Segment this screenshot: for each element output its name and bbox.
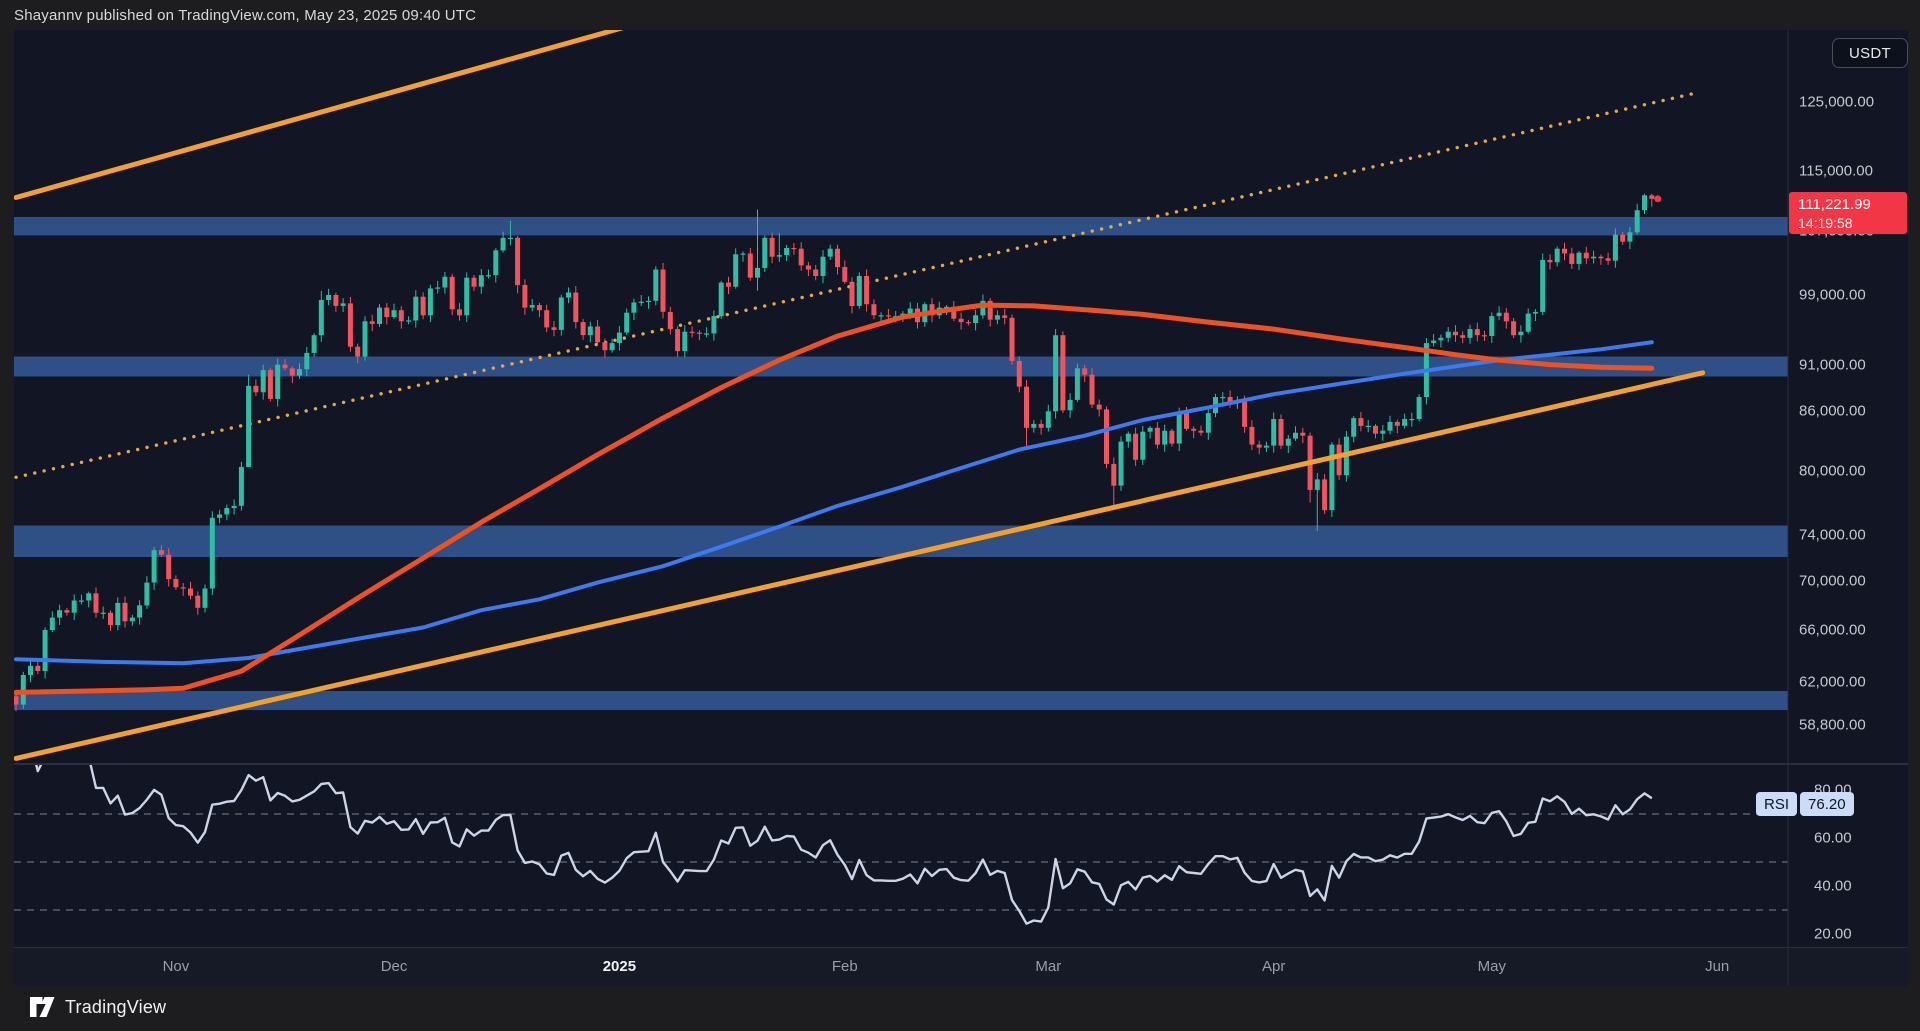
- time-axis-label: Apr: [1262, 958, 1286, 975]
- time-axis-label: Nov: [162, 958, 190, 975]
- price-axis-label: 80,000.00: [1799, 462, 1866, 480]
- chart-frame[interactable]: [14, 30, 1908, 985]
- rsi-label-group: RSI 76.20: [1756, 792, 1854, 816]
- time-axis-label: Dec: [380, 958, 408, 975]
- last-price-badge: 111,221.99 14:19:58: [1789, 192, 1907, 234]
- rsi-axis-label: 60.00: [1814, 829, 1852, 847]
- last-price-value: 111,221.99: [1798, 196, 1871, 213]
- price-axis-label: 99,000.00: [1799, 286, 1866, 304]
- tradingview-logo-text: TradingView: [65, 996, 167, 1017]
- price-axis-label: 74,000.00: [1799, 526, 1866, 544]
- price-axis-label: 115,000.00: [1799, 162, 1873, 180]
- time-axis-label: May: [1477, 958, 1506, 975]
- price-axis-label: 91,000.00: [1799, 356, 1866, 374]
- price-axis-label: 125,000.00: [1799, 93, 1875, 111]
- price-axis-label: 66,000.00: [1799, 621, 1866, 639]
- time-axis[interactable]: [14, 947, 1908, 986]
- tradingview-logo[interactable]: TradingView: [30, 996, 166, 1018]
- rsi-axis-label: 20.00: [1814, 925, 1852, 943]
- symbol-badge[interactable]: USDT: [1832, 38, 1908, 68]
- time-axis-label: Jun: [1705, 958, 1730, 975]
- price-axis-label: 58,800.00: [1799, 716, 1866, 734]
- time-axis-label: 2025: [602, 958, 637, 975]
- rsi-axis-label: 40.00: [1814, 877, 1852, 895]
- byline: Shayannv published on TradingView.com, M…: [14, 7, 477, 24]
- rsi-value-chip: 76.20: [1800, 792, 1854, 816]
- time-axis-label: Mar: [1035, 958, 1062, 975]
- price-axis-label: 70,000.00: [1799, 572, 1866, 590]
- tradingview-logo-icon: [30, 997, 55, 1017]
- price-axis-label: 86,000.00: [1799, 402, 1866, 420]
- rsi-name-chip: RSI: [1756, 792, 1798, 816]
- price-axis-label: 62,000.00: [1799, 673, 1866, 691]
- time-axis-label: Feb: [831, 958, 858, 975]
- bar-countdown: 14:19:58: [1798, 215, 1853, 231]
